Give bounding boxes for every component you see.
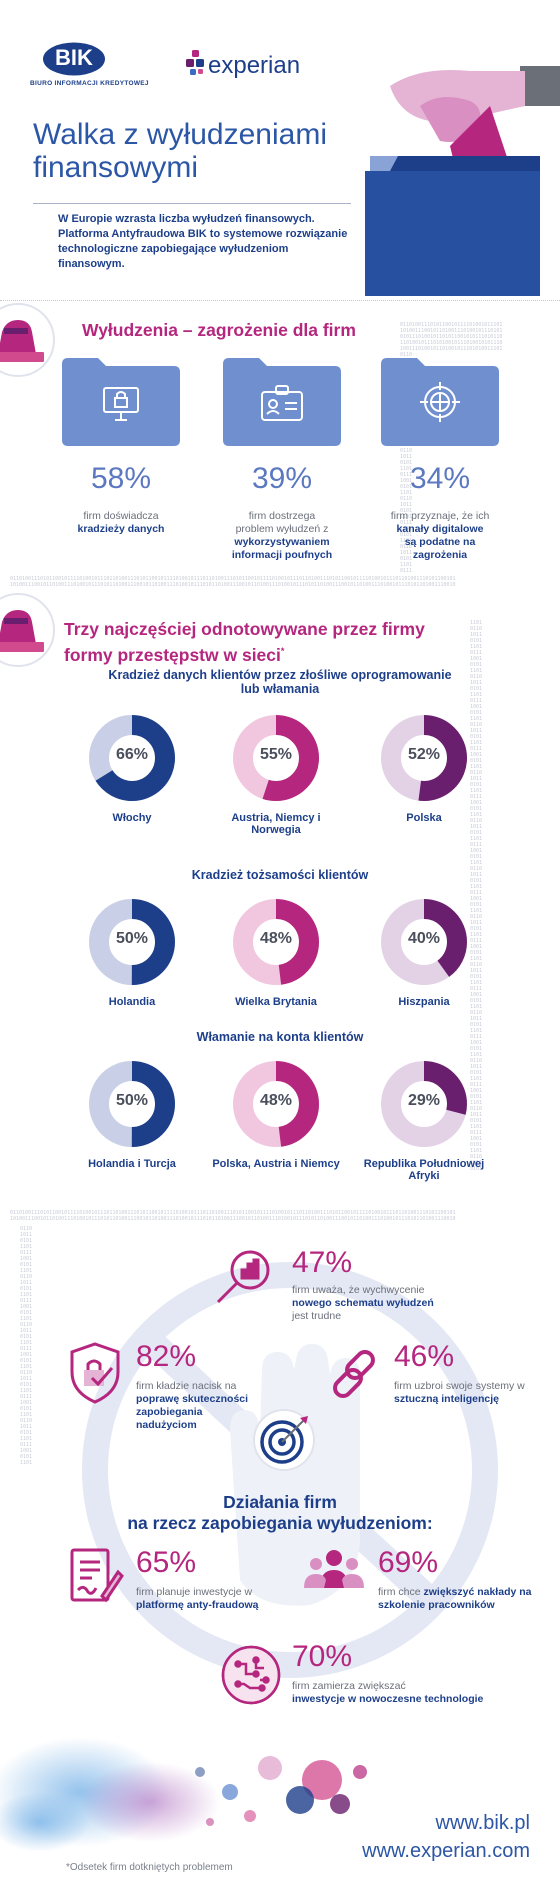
donut-arc: [89, 1061, 175, 1147]
donut-chart: 55%: [232, 714, 320, 802]
action-value-2: 82%: [136, 1340, 197, 1373]
folder-card-1: [62, 356, 180, 446]
donut-chart: 52%: [380, 714, 468, 802]
donut-country: Polska, Austria i Niemcy: [212, 1158, 340, 1170]
donut-group-heading: Włamanie na konta klientów: [196, 1030, 364, 1044]
bik-logo: BIK: [42, 42, 106, 76]
intro-text: W Europie wzrasta liczba wyłudzeń finans…: [58, 213, 348, 270]
donut-chart: 50%: [88, 1060, 176, 1148]
stat-desc-3: firm przyznaje, że ich kanały digitalowe…: [390, 510, 490, 561]
donut-arc: [381, 715, 467, 801]
folder-card-3: [381, 356, 499, 446]
action-value-3: 46%: [394, 1340, 455, 1373]
section2-title: Trzy najczęściej odnotowywane przez firm…: [64, 619, 425, 665]
action-desc-5: firm chce zwiększyć nakłady na szkolenie…: [378, 1586, 532, 1611]
monitor-lock-icon: [101, 384, 141, 429]
action-desc-3: firm uzbroi swoje systemy w sztuczną int…: [394, 1380, 525, 1405]
stat-value-2: 39%: [251, 462, 313, 495]
donut-country: Holandia i Turcja: [88, 1158, 176, 1170]
circuit-icon: [220, 1644, 282, 1706]
action-desc-1: firm uważa, że wychwycenie nowego schema…: [292, 1284, 434, 1322]
action-value-1: 47%: [292, 1246, 353, 1279]
donut-value: 52%: [407, 746, 441, 763]
id-card-icon: [259, 384, 305, 429]
donut-chart: 50%: [88, 898, 176, 986]
action-desc-2: firm kładzie nacisk na poprawę skuteczno…: [136, 1380, 249, 1431]
target-dart-icon: [252, 1408, 316, 1472]
donut-value: 29%: [407, 1092, 441, 1109]
donut-arc: [89, 715, 175, 801]
binary-decoration: 0110 1011 0101 1101 0111 1001 0101 1101 …: [20, 1226, 33, 1466]
document-pen-icon: [66, 1546, 124, 1610]
bik-url-link[interactable]: www.bik.pl: [435, 1812, 530, 1834]
donut-group-heading: Kradzież tożsamości klientów: [191, 868, 369, 882]
donut-country: Włochy: [112, 812, 152, 824]
donut-value: 66%: [115, 746, 149, 763]
bik-subtitle: BIURO INFORMACJI KREDYTOWEJ: [30, 80, 149, 87]
donut-country: Hiszpania: [398, 996, 450, 1008]
page-title: Walka z wyłudzeniami finansowymi: [33, 118, 327, 184]
action-value-4: 65%: [136, 1546, 197, 1579]
title-divider: [33, 203, 351, 204]
footnote: *Odsetek firm dotkniętych problemem: [66, 1862, 233, 1873]
donut-value: 48%: [259, 930, 293, 947]
donut-arc: [89, 899, 175, 985]
donut-country: Wielka Brytania: [235, 996, 317, 1008]
donut-value: 50%: [115, 1092, 149, 1109]
stat-desc-1: firm doświadcza kradzieży danych: [77, 510, 165, 535]
donut-country: Republika Południowej Afryki: [363, 1158, 485, 1182]
folder-card-2: [223, 356, 341, 446]
stat-desc-2: firm dostrzega problem wyłudzeń z wykorz…: [231, 510, 333, 561]
action-value-6: 70%: [292, 1640, 353, 1673]
donut-group-heading: Kradzież danych klientów przez złośliwe …: [108, 668, 452, 696]
action-desc-4: firm planuje inwestycje w platformę anty…: [136, 1586, 259, 1611]
donut-country: Austria, Niemcy i Norwegia: [231, 812, 321, 836]
stat-value-3: 34%: [409, 462, 471, 495]
globe-target-icon: [418, 380, 462, 429]
donut-chart: 48%: [232, 898, 320, 986]
donut-value: 48%: [259, 1092, 293, 1109]
binary-decoration: 0110100111010110010111101001011101101001…: [10, 1210, 456, 1222]
hacker-badge-2: [0, 592, 56, 668]
section-divider: [0, 300, 560, 301]
donut-value: 40%: [407, 930, 441, 947]
donut-chart: 66%: [88, 714, 176, 802]
experian-url-link[interactable]: www.experian.com: [362, 1840, 530, 1862]
binary-decoration: 0110100111010110010111101001011101101001…: [10, 576, 456, 588]
donut-country: Holandia: [108, 996, 156, 1008]
donut-arc: [233, 1061, 319, 1147]
hand-folder-illustration: [360, 46, 560, 296]
binary-decoration: 1101 0110 1011 0101 1101 0111 1001 0101 …: [470, 620, 483, 1172]
stat-value-1: 58%: [90, 462, 152, 495]
section1-title: Wyłudzenia – zagrożenie dla firm: [82, 320, 356, 340]
donut-arc: [381, 899, 467, 985]
donut-arc: [233, 715, 319, 801]
experian-logo: experian: [186, 48, 316, 88]
donut-chart: 29%: [380, 1060, 468, 1148]
particle-decoration: [0, 1712, 400, 1862]
donut-chart: 40%: [380, 898, 468, 986]
donut-value: 55%: [259, 746, 293, 763]
hacker-badge-1: [0, 302, 56, 378]
magnifier-chart-icon: [212, 1248, 274, 1310]
chain-link-icon: [326, 1346, 382, 1402]
donut-country: Polska: [406, 812, 442, 824]
donut-arc: [381, 1061, 467, 1147]
donut-value: 50%: [115, 930, 149, 947]
action-value-5: 69%: [378, 1546, 439, 1579]
donut-arc: [233, 899, 319, 985]
people-group-icon: [304, 1548, 364, 1592]
action-desc-6: firm zamierza zwiększać inwestycje w now…: [292, 1680, 484, 1705]
section3-title: Działania firm na rzecz zapobiegania wył…: [127, 1492, 433, 1533]
shield-check-icon: [66, 1340, 124, 1406]
donut-chart: 48%: [232, 1060, 320, 1148]
